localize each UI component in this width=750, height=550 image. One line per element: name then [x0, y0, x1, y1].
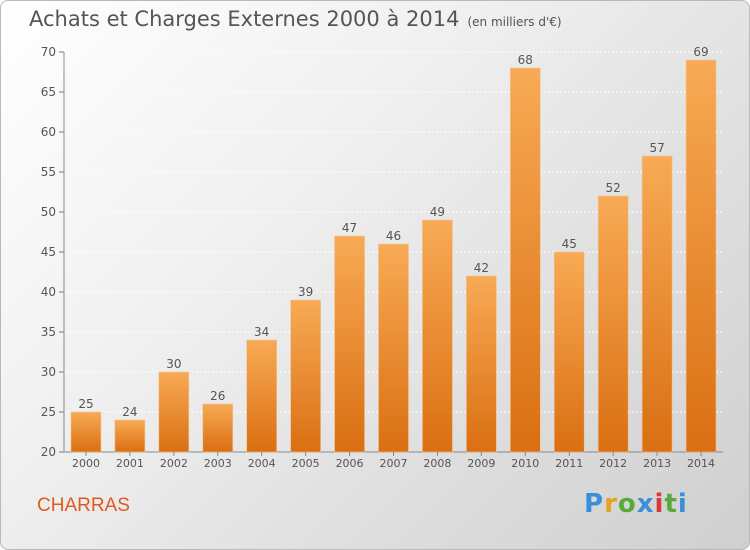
bar-value-label: 52	[606, 181, 621, 195]
bar	[158, 371, 190, 453]
bar	[553, 251, 585, 453]
bar	[597, 195, 629, 453]
x-tick-label: 2001	[116, 457, 144, 470]
x-tick-label: 2011	[555, 457, 583, 470]
y-tick-label: 60	[41, 125, 56, 139]
bar-value-label: 30	[166, 357, 181, 371]
bar	[70, 411, 102, 453]
commune-name: CHARRAS	[37, 495, 130, 516]
bar	[246, 339, 277, 453]
bar	[685, 59, 717, 453]
bar	[378, 243, 409, 453]
bar-value-label: 49	[430, 205, 445, 219]
bar	[509, 67, 541, 453]
logo-letter: r	[604, 489, 618, 519]
x-tick-label: 2009	[467, 457, 495, 470]
y-tick-label: 25	[41, 405, 56, 419]
bar	[334, 235, 365, 453]
x-tick-label: 2006	[336, 457, 364, 470]
logo-letter: x	[636, 489, 655, 519]
bar-value-label: 39	[298, 285, 313, 299]
bar-value-label: 45	[562, 237, 577, 251]
y-tick-label: 45	[41, 245, 56, 259]
bar-value-label: 26	[210, 389, 225, 403]
y-tick-label: 40	[41, 285, 56, 299]
x-tick-label: 2000	[72, 457, 100, 470]
y-tick-label: 65	[41, 85, 56, 99]
bar	[290, 299, 321, 453]
bar-value-label: 42	[474, 261, 489, 275]
x-tick-label: 2005	[292, 457, 320, 470]
chart-title-block: Achats et Charges Externes 2000 à 2014 (e…	[29, 7, 562, 31]
bar-value-label: 25	[78, 397, 93, 411]
y-tick-label: 35	[41, 325, 56, 339]
bar-value-label: 34	[254, 325, 269, 339]
y-tick-label: 50	[41, 205, 56, 219]
bar-value-label: 47	[342, 221, 357, 235]
bar	[202, 403, 234, 453]
x-tick-label: 2004	[248, 457, 276, 470]
x-tick-label: 2008	[423, 457, 451, 470]
x-tick-label: 2010	[511, 457, 539, 470]
bar-value-label: 68	[518, 53, 533, 67]
x-tick-label: 2003	[204, 457, 232, 470]
y-tick-label: 55	[41, 165, 56, 179]
chart-title: Achats et Charges Externes 2000 à 2014	[29, 7, 460, 31]
x-tick-label: 2012	[599, 457, 627, 470]
logo-letter: i	[654, 489, 665, 519]
bar-value-label: 69	[693, 45, 708, 59]
logo-letter: o	[617, 489, 637, 519]
y-tick-label: 20	[41, 445, 56, 459]
x-tick-label: 2002	[160, 457, 188, 470]
logo-letter: i	[677, 489, 688, 519]
logo-letter: t	[664, 489, 678, 519]
x-tick-label: 2014	[687, 457, 715, 470]
x-tick-label: 2007	[380, 457, 408, 470]
proxiti-logo: Proxiti	[584, 489, 688, 519]
y-tick-label: 70	[41, 45, 56, 59]
bar	[641, 155, 673, 453]
chart-unit: (en milliers d'€)	[467, 15, 562, 29]
x-tick-label: 2013	[643, 457, 671, 470]
bar-value-label: 57	[649, 141, 664, 155]
bar-value-label: 46	[386, 229, 401, 243]
bar	[114, 419, 146, 453]
y-tick-label: 30	[41, 365, 56, 379]
bar-value-label: 24	[122, 405, 137, 419]
logo-letter: P	[584, 489, 605, 519]
bar	[422, 219, 453, 453]
bar	[466, 275, 497, 453]
